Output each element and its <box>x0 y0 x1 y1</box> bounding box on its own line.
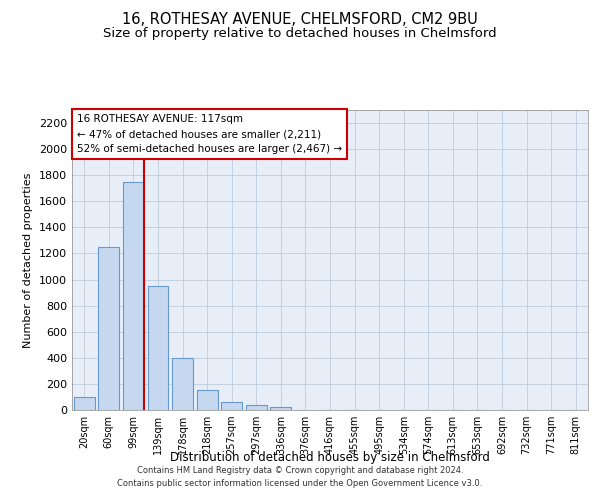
Y-axis label: Number of detached properties: Number of detached properties <box>23 172 34 348</box>
Text: 16, ROTHESAY AVENUE, CHELMSFORD, CM2 9BU: 16, ROTHESAY AVENUE, CHELMSFORD, CM2 9BU <box>122 12 478 28</box>
Bar <box>197 390 218 410</box>
Bar <box>221 402 242 410</box>
Text: Contains HM Land Registry data © Crown copyright and database right 2024.
Contai: Contains HM Land Registry data © Crown c… <box>118 466 482 487</box>
Bar <box>271 406 292 410</box>
Bar <box>123 182 144 410</box>
Bar <box>74 397 95 410</box>
Text: 16 ROTHESAY AVENUE: 117sqm
← 47% of detached houses are smaller (2,211)
52% of s: 16 ROTHESAY AVENUE: 117sqm ← 47% of deta… <box>77 114 342 154</box>
Bar <box>148 286 169 410</box>
Bar <box>172 358 193 410</box>
Bar <box>246 406 267 410</box>
Text: Size of property relative to detached houses in Chelmsford: Size of property relative to detached ho… <box>103 28 497 40</box>
Text: Distribution of detached houses by size in Chelmsford: Distribution of detached houses by size … <box>170 451 490 464</box>
Bar <box>98 247 119 410</box>
